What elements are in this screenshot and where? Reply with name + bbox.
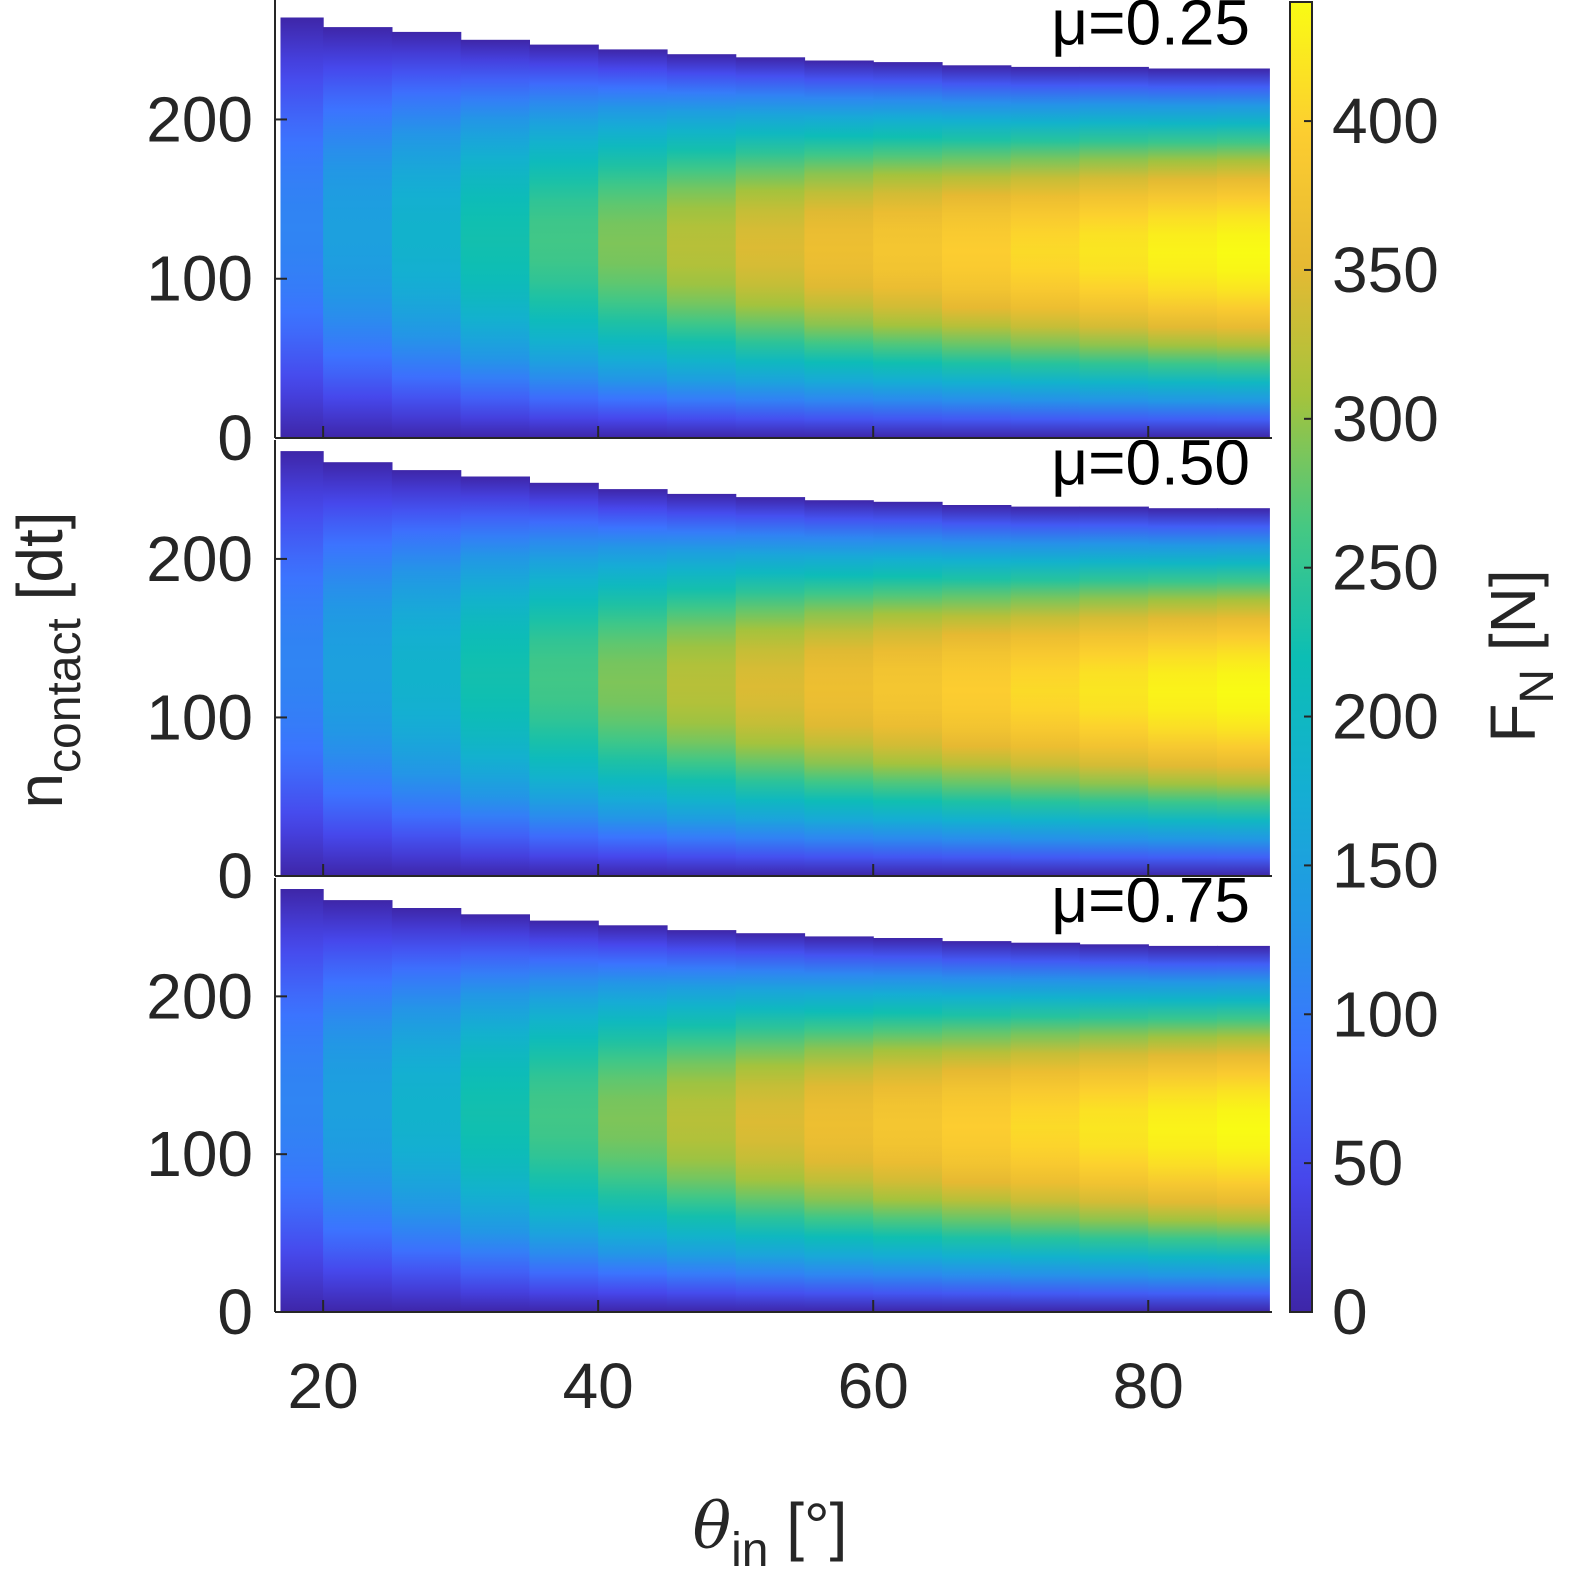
heatmap-cell [1148, 68, 1218, 438]
mu-annotation: μ=0.50 [1051, 426, 1250, 498]
colorbar-tick-label: 400 [1332, 85, 1439, 157]
heatmap-cell [1079, 66, 1149, 439]
colorbar-tick-label: 300 [1332, 383, 1439, 455]
heatmap-cell [529, 920, 599, 1312]
heatmap-cell [598, 925, 668, 1312]
heatmap-cell [942, 65, 1012, 439]
heatmap-cell [942, 505, 1012, 876]
x-axis-label-symbol: θ [693, 1490, 732, 1564]
heatmap-cell [666, 54, 737, 438]
heatmap-cell [1010, 506, 1081, 876]
colorbar-tick-label: 150 [1332, 829, 1439, 901]
heatmap-cell [735, 933, 806, 1312]
y-tick-label: 200 [146, 960, 253, 1032]
heatmap-cell [1079, 506, 1149, 876]
colorbar-tick-label: 200 [1332, 681, 1439, 753]
heatmap-cell [666, 493, 737, 876]
x-axis-label-subscript: in [731, 1524, 768, 1570]
heatmap-panel: 0 100 200 μ=0.75 [146, 864, 1272, 1348]
heatmap-cell [1217, 68, 1270, 438]
colorbar-label: FN [N] [1477, 569, 1564, 742]
colorbar-tick-label: 0 [1332, 1276, 1368, 1348]
y-axis-label-subscript: contact [38, 618, 91, 773]
colorbar-tick-label: 100 [1332, 978, 1439, 1050]
mu-annotation: μ=0.75 [1051, 864, 1250, 936]
y-tick-label: 0 [217, 840, 253, 912]
heatmap-cell [529, 44, 599, 438]
heatmap-cell [391, 908, 462, 1312]
heatmap-panel: 0 100 200 μ=0.25 [146, 0, 1272, 474]
heatmap-cell [804, 500, 874, 876]
y-axis-label-unit: [dt] [4, 511, 76, 618]
heatmap-cell [1148, 945, 1218, 1312]
colorbar-tick-label: 350 [1332, 234, 1439, 306]
heatmap-cell [460, 914, 530, 1312]
heatmap-cell [391, 31, 462, 439]
y-tick-label: 100 [146, 1118, 253, 1190]
y-tick-label: 200 [146, 83, 253, 155]
heatmap-cell [460, 476, 530, 876]
y-tick-label: 0 [217, 1276, 253, 1348]
colorbar-label-unit: [N] [1477, 569, 1549, 669]
heatmap-cell [666, 930, 737, 1312]
x-axis-label: θin [°] [693, 1490, 848, 1570]
x-tick-labels: 20 40 60 80 [288, 1350, 1184, 1422]
colorbar-label-symbol: F [1477, 704, 1549, 743]
y-tick-label: 100 [146, 681, 253, 753]
colorbar-tick-label: 50 [1332, 1127, 1403, 1199]
heatmap-cell [942, 941, 1012, 1312]
colorbar-label-subscript: N [1511, 669, 1564, 704]
heatmap-cell [873, 62, 943, 438]
heatmap-cell [1217, 508, 1270, 876]
mu-annotation: μ=0.25 [1051, 0, 1250, 59]
colorbar: 0 50 100 150 200 250 300 350 400 [1289, 1, 1439, 1348]
heatmap-cell [735, 497, 806, 876]
heatmap-cell [391, 470, 462, 876]
heatmap-cell [529, 482, 599, 876]
heatmap-panel: 0 100 200 μ=0.50 [146, 426, 1272, 912]
heatmap-cell [1148, 508, 1218, 876]
heatmap-cell [804, 936, 874, 1312]
colorbar-gradient [1289, 1, 1313, 1313]
heatmap-cell [323, 900, 393, 1312]
x-axis-label-unit: [°] [768, 1490, 847, 1562]
heatmap-panels: 0 100 200 μ=0.25 0 100 200 μ=0.50 0 100 200 μ=0.75 2… [146, 0, 1272, 1422]
heatmap-cell [323, 462, 393, 876]
y-tick-label: 0 [217, 402, 253, 474]
heatmap-cell [873, 501, 943, 876]
heatmap-cell [280, 889, 324, 1312]
heatmap-cell [1010, 66, 1081, 439]
y-tick-label: 200 [146, 523, 253, 595]
colorbar-tick-label: 250 [1332, 532, 1439, 604]
heatmap-cell [323, 27, 393, 438]
heatmap-cell [280, 17, 324, 438]
y-tick-label: 100 [146, 243, 253, 315]
x-tick-label: 40 [563, 1350, 634, 1422]
y-axis-label: ncontact [dt] [4, 511, 91, 808]
heatmap-cell [598, 489, 668, 876]
x-tick-label: 60 [838, 1350, 909, 1422]
heatmap-cell [1079, 944, 1149, 1312]
heatmap-cell [280, 451, 324, 876]
x-tick-label: 20 [288, 1350, 359, 1422]
heatmap-cell [873, 938, 943, 1312]
heatmap-cell [1217, 945, 1270, 1312]
heatmap-cell [735, 57, 806, 439]
heatmap-cell [460, 39, 530, 439]
heatmap-cell [598, 49, 668, 439]
x-tick-label: 80 [1113, 1350, 1184, 1422]
heatmap-cell [804, 60, 874, 438]
heatmap-cell [1010, 942, 1081, 1312]
y-axis-label-symbol: n [4, 773, 76, 809]
